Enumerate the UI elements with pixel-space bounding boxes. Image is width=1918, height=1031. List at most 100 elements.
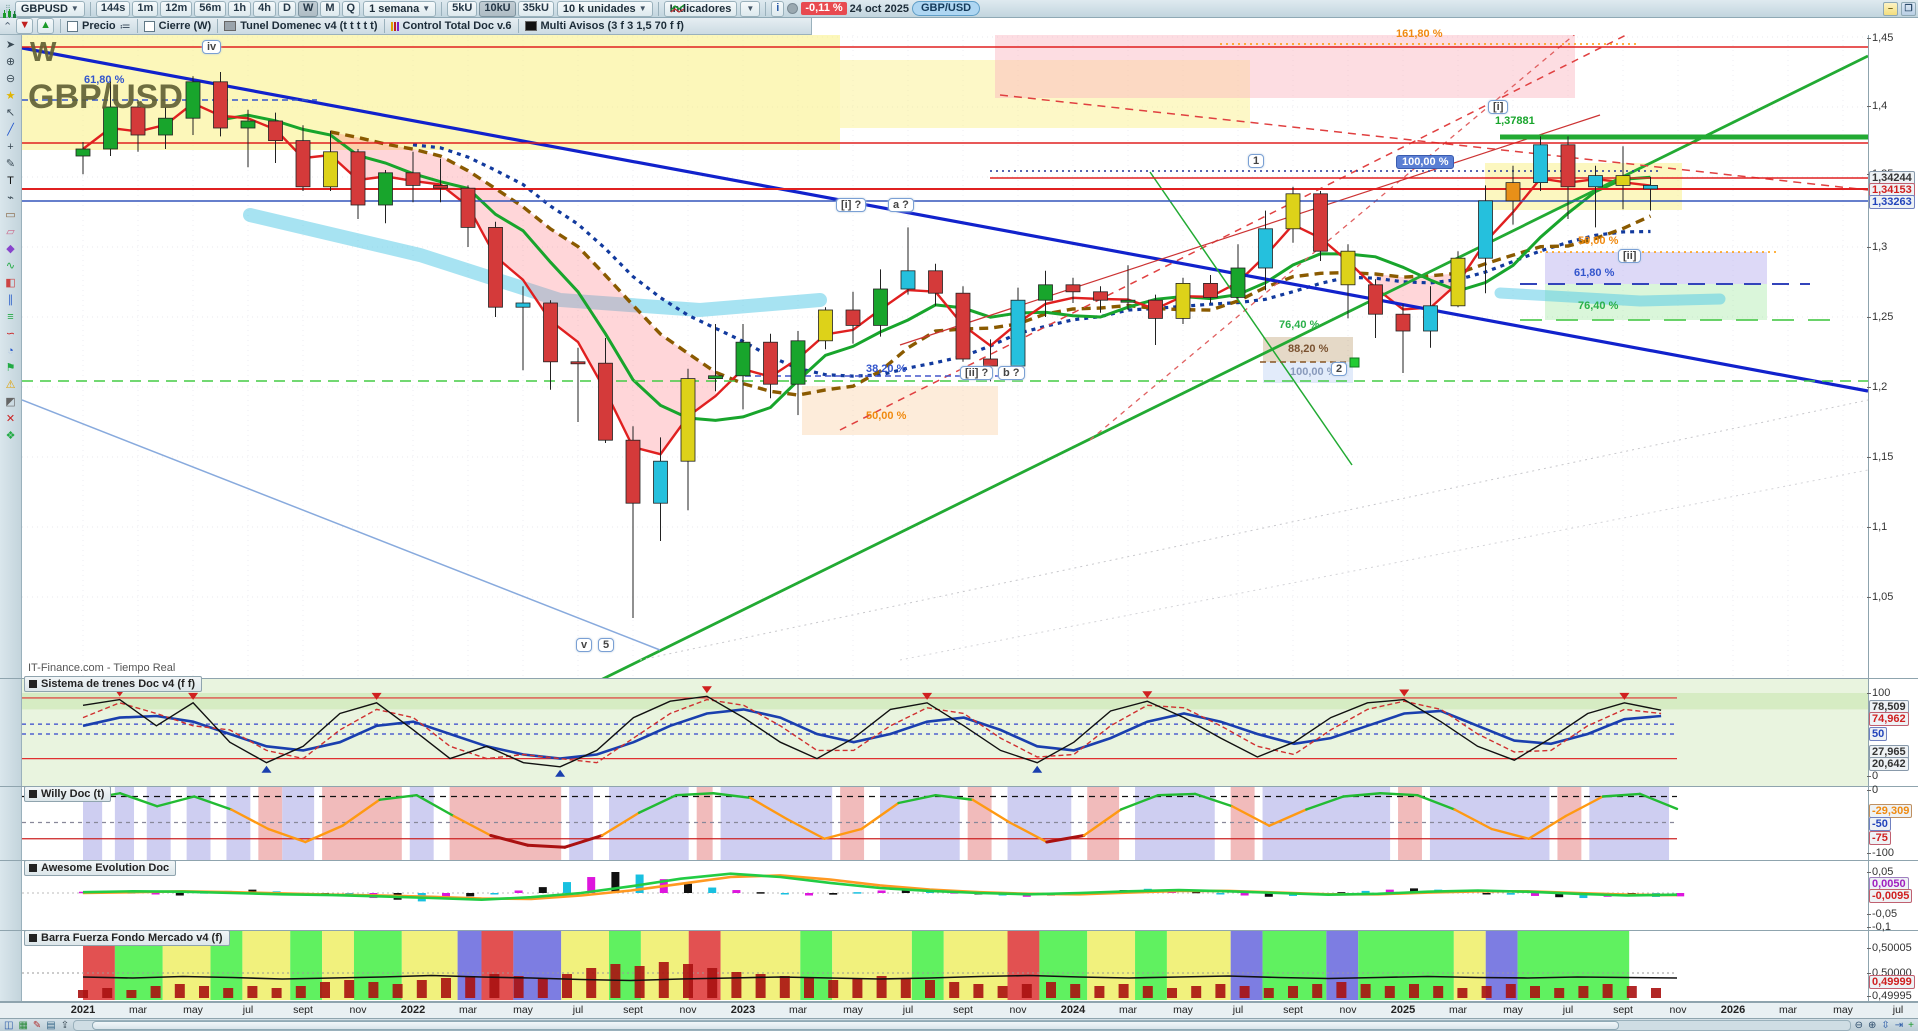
barra-fuerza-panel[interactable] [22,930,1868,1000]
share-icon[interactable]: ⇪ [60,1019,70,1031]
indicators-dropdown[interactable]: ▼ [740,0,761,17]
zoom-out-icon[interactable]: ⊖ [1854,1019,1863,1031]
wave-label[interactable]: a ? [888,198,914,212]
symbol-selector[interactable]: GBPUSD ▼ [14,0,85,17]
tunnel-indicator-label[interactable]: Tunel Domenec v4 (t t t t t) [240,20,378,32]
close-checkbox[interactable] [143,20,155,32]
timeframe-button-56m[interactable]: 56m [194,0,227,17]
control-indicator-label[interactable]: Control Total Doc v.6 [402,20,512,32]
collapse-button[interactable]: ⌃ [3,20,13,33]
warning-tool-icon[interactable]: ⚠ [5,379,16,391]
tunnel-fill [330,131,716,455]
toolbar-grip[interactable]: ⣿ [5,4,12,13]
list-icon[interactable]: ≔ [119,20,131,33]
barra-bar [1263,988,1274,998]
unit-button-5ku[interactable]: 5kU [447,0,478,17]
settings-tool-icon[interactable]: ❖ [5,430,16,442]
multi-avisos-label[interactable]: Multi Avisos (3 f 3 1,5 70 f f) [540,20,684,32]
unit-button-10ku[interactable]: 10kU [479,0,516,17]
lock-tool-icon[interactable]: ◩ [5,396,16,408]
pattern-tool-icon[interactable]: ◧ [5,277,16,289]
shapes-tool-icon[interactable]: ◆ [6,243,15,255]
panel-divider[interactable] [0,860,1918,861]
zigzag-tool-icon[interactable]: ∿ [5,260,16,272]
price-checkbox[interactable] [67,20,78,32]
timeframe-button-d[interactable]: D [277,0,296,17]
scrollbar-thumb[interactable] [91,1020,1619,1030]
sistema-trenes-panel[interactable] [22,678,1868,786]
timeframe-button-q[interactable]: Q [341,0,361,17]
zoom-in-icon[interactable]: ⊕ [1867,1019,1877,1031]
wave-label[interactable]: [i] [1488,100,1509,114]
wave-label-1[interactable]: 1 [1248,154,1265,168]
wave-label[interactable]: [i] ? [836,198,867,212]
eraser-tool-icon[interactable]: ▱ [6,226,15,238]
zoom-in-tool-icon[interactable]: ⊕ [5,56,16,68]
trendline-tool-icon[interactable]: ╱ [7,124,14,136]
timeframe-button-1m[interactable]: 1m [132,0,159,17]
timeframe-button-m[interactable]: M [320,0,340,17]
channel-tool-icon[interactable]: ∥ [7,294,14,306]
panel-divider[interactable] [0,930,1918,931]
period-selector[interactable]: 1 semana ▼ [363,0,437,17]
crosshair-tool-icon[interactable]: + [7,141,14,153]
minimize-button[interactable]: – [1883,1,1898,16]
horizontal-scrollbar[interactable] [73,1019,1851,1031]
wave-label[interactable]: [ii] ? [960,366,994,380]
timeframe-button-1h[interactable]: 1h [228,0,252,17]
text-tool-icon[interactable]: T [7,175,14,187]
indicator-title[interactable]: Awesome Evolution Doc [24,860,177,876]
restore-button[interactable]: ❐ [1901,1,1916,16]
wave-label[interactable]: [ii] [1618,249,1642,263]
panel-divider[interactable] [0,786,1918,787]
fibonacci-tool-icon[interactable]: ≡ [7,311,14,323]
price-chart[interactable] [22,35,1868,678]
add-view-icon[interactable]: + [1908,1019,1914,1031]
wave-label-5[interactable]: 5 [598,638,615,652]
scroll-right-icon[interactable]: ⇥ [1894,1019,1904,1031]
unit-button-35ku[interactable]: 35kU [517,0,554,17]
zoom-out-tool-icon[interactable]: ⊖ [5,73,16,85]
flag-tool-icon[interactable]: ⚑ [5,362,16,374]
awesome-panel[interactable] [22,860,1868,930]
calendar-icon[interactable]: ▦ [18,1019,28,1031]
alert-tool-icon[interactable]: ◔ [7,345,14,357]
chart-type-icon[interactable]: ▤ [46,1019,56,1031]
timeframe-button-12m[interactable]: 12m [160,0,193,17]
barra-bar [1191,986,1202,998]
fit-screen-icon[interactable]: ⇳ [1881,1019,1890,1031]
buy-arrow-icon[interactable]: ▲ [37,18,54,34]
axis-tick-label: 100 [1866,687,1891,699]
notes-icon[interactable]: ✎ [32,1019,42,1031]
panel-toggle-icon[interactable]: ◫ [4,1019,14,1031]
timeframe-button-w[interactable]: W [297,0,319,17]
wave-label[interactable]: b ? [998,366,1025,380]
anchor-tool-icon[interactable]: ⌁ [7,192,14,204]
units-selector[interactable]: 10 k unidades ▼ [556,0,653,17]
ruler-tool-icon[interactable]: ▭ [5,209,16,221]
favorites-tool-icon[interactable]: ★ [5,90,16,102]
wave-label-v[interactable]: v [576,638,593,652]
pointer-tool-icon[interactable]: ↖ [5,107,16,119]
indicators-button[interactable]: Indicadores [663,0,738,17]
wave-label-2[interactable]: 2 [1331,362,1348,376]
willy-line [267,827,307,844]
pencil-tool-icon[interactable]: ✎ [5,158,16,170]
chart-line [1149,171,1353,466]
timeframe-button-4h[interactable]: 4h [253,0,276,17]
pair-pill[interactable]: GBP/USD [911,1,981,16]
timeframe-button-144s[interactable]: 144s [95,0,131,17]
cursor-tool-icon[interactable]: ➤ [5,39,16,51]
info-button[interactable]: i [771,0,785,17]
willy-panel[interactable] [22,786,1868,860]
indicator-title[interactable]: Barra Fuerza Fondo Mercado v4 (f) [24,930,230,946]
indicator-title[interactable]: Willy Doc (t) [24,786,112,802]
wave-label-iv[interactable]: iv [202,40,222,54]
panel-divider[interactable] [0,678,1918,679]
indicator-title[interactable]: Sistema de trenes Doc v4 (f f) [24,676,203,692]
wave-tool-icon[interactable]: ∽ [5,328,16,340]
time-axis-month-label: mar [1778,1004,1798,1016]
time-axis[interactable]: 2021 mar may jul sept nov 2022 mar may jul sept nov… [0,1002,1918,1019]
delete-tool-icon[interactable]: ✕ [5,413,16,425]
sell-arrow-icon[interactable]: ▼ [16,18,34,34]
